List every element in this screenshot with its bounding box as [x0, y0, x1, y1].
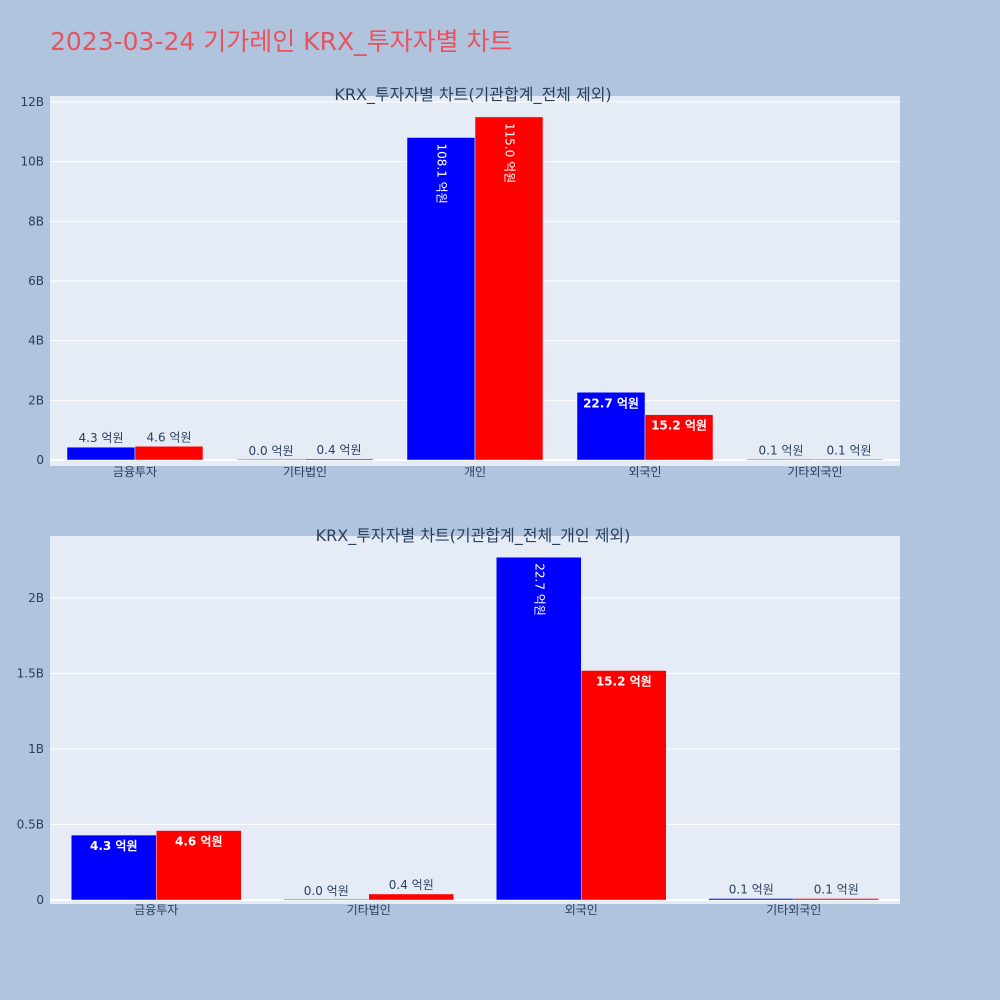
data-label: 0.1 억원	[759, 444, 804, 458]
data-label: 4.6 억원	[175, 835, 223, 849]
bar	[814, 458, 884, 461]
data-label: 0.1 억원	[827, 444, 872, 458]
x-tick-label: 외국인	[565, 903, 598, 917]
bar	[576, 392, 646, 461]
x-tick-label: 개인	[464, 465, 486, 479]
bar	[406, 137, 476, 461]
bar	[746, 458, 816, 461]
bar	[304, 458, 374, 461]
y-tick-label: 0.5B	[17, 818, 44, 832]
bar	[793, 898, 879, 901]
data-label: 22.7 억원	[583, 396, 639, 410]
bar	[236, 458, 306, 461]
bar	[156, 830, 242, 901]
y-tick-label: 0	[36, 893, 44, 907]
data-label: 0.4 억원	[389, 878, 434, 892]
data-label: 115.0 억원	[503, 123, 517, 183]
page-title: 2023-03-24 기가레인 KRX_투자자별 차트	[50, 27, 513, 56]
subplot-title: KRX_투자자별 차트(기관합계_전체 제외)	[334, 85, 611, 105]
data-label: 22.7 억원	[532, 563, 546, 616]
data-label: 0.1 억원	[729, 882, 774, 896]
bar	[368, 893, 454, 901]
x-tick-label: 외국인	[628, 465, 661, 479]
data-label: 4.6 억원	[147, 430, 192, 444]
data-label: 15.2 억원	[596, 674, 652, 688]
x-tick-label: 금융투자	[113, 465, 157, 479]
x-tick-label: 기타법인	[347, 903, 391, 917]
data-label: 4.3 억원	[90, 839, 138, 853]
data-label: 0.4 억원	[317, 443, 362, 457]
data-label: 4.3 억원	[79, 431, 124, 445]
bar	[134, 446, 204, 461]
bar	[71, 834, 157, 901]
data-label: 0.0 억원	[249, 444, 294, 458]
data-label: 15.2 억원	[651, 419, 707, 433]
x-tick-label: 기타법인	[283, 465, 327, 479]
bar	[66, 446, 136, 461]
y-tick-label: 8B	[28, 214, 44, 228]
y-tick-label: 2B	[28, 591, 44, 605]
bar	[708, 898, 794, 901]
y-tick-label: 0	[36, 453, 44, 467]
data-label: 0.1 억원	[814, 882, 859, 896]
data-label: 108.1 억원	[435, 144, 449, 204]
y-tick-label: 1.5B	[17, 667, 44, 681]
y-tick-label: 10B	[20, 155, 44, 169]
y-tick-label: 12B	[20, 95, 44, 109]
bar	[644, 414, 714, 461]
y-tick-label: 1B	[28, 742, 44, 756]
y-tick-label: 2B	[28, 393, 44, 407]
bar	[581, 670, 667, 901]
data-label: 0.0 억원	[304, 884, 349, 898]
y-tick-label: 6B	[28, 274, 44, 288]
bar	[283, 898, 369, 901]
x-tick-label: 금융투자	[134, 903, 178, 917]
bar	[474, 116, 544, 461]
subplot-title: KRX_투자자별 차트(기관합계_전체_개인 제외)	[316, 526, 631, 546]
chart-1: 0 2B 4B 6B 8B 10B 12B KRX_투자자별 차트(기관합계_전체 제외) 금융…	[20, 85, 900, 479]
y-tick-label: 4B	[28, 334, 44, 348]
x-tick-label: 기타외국인	[787, 465, 842, 479]
x-tick-label: 기타외국인	[766, 903, 821, 917]
chart-2: 0 0.5B 1B 1.5B 2B KRX_투자자별 차트(기관합계_전체_개인 제외) 금…	[17, 526, 900, 917]
